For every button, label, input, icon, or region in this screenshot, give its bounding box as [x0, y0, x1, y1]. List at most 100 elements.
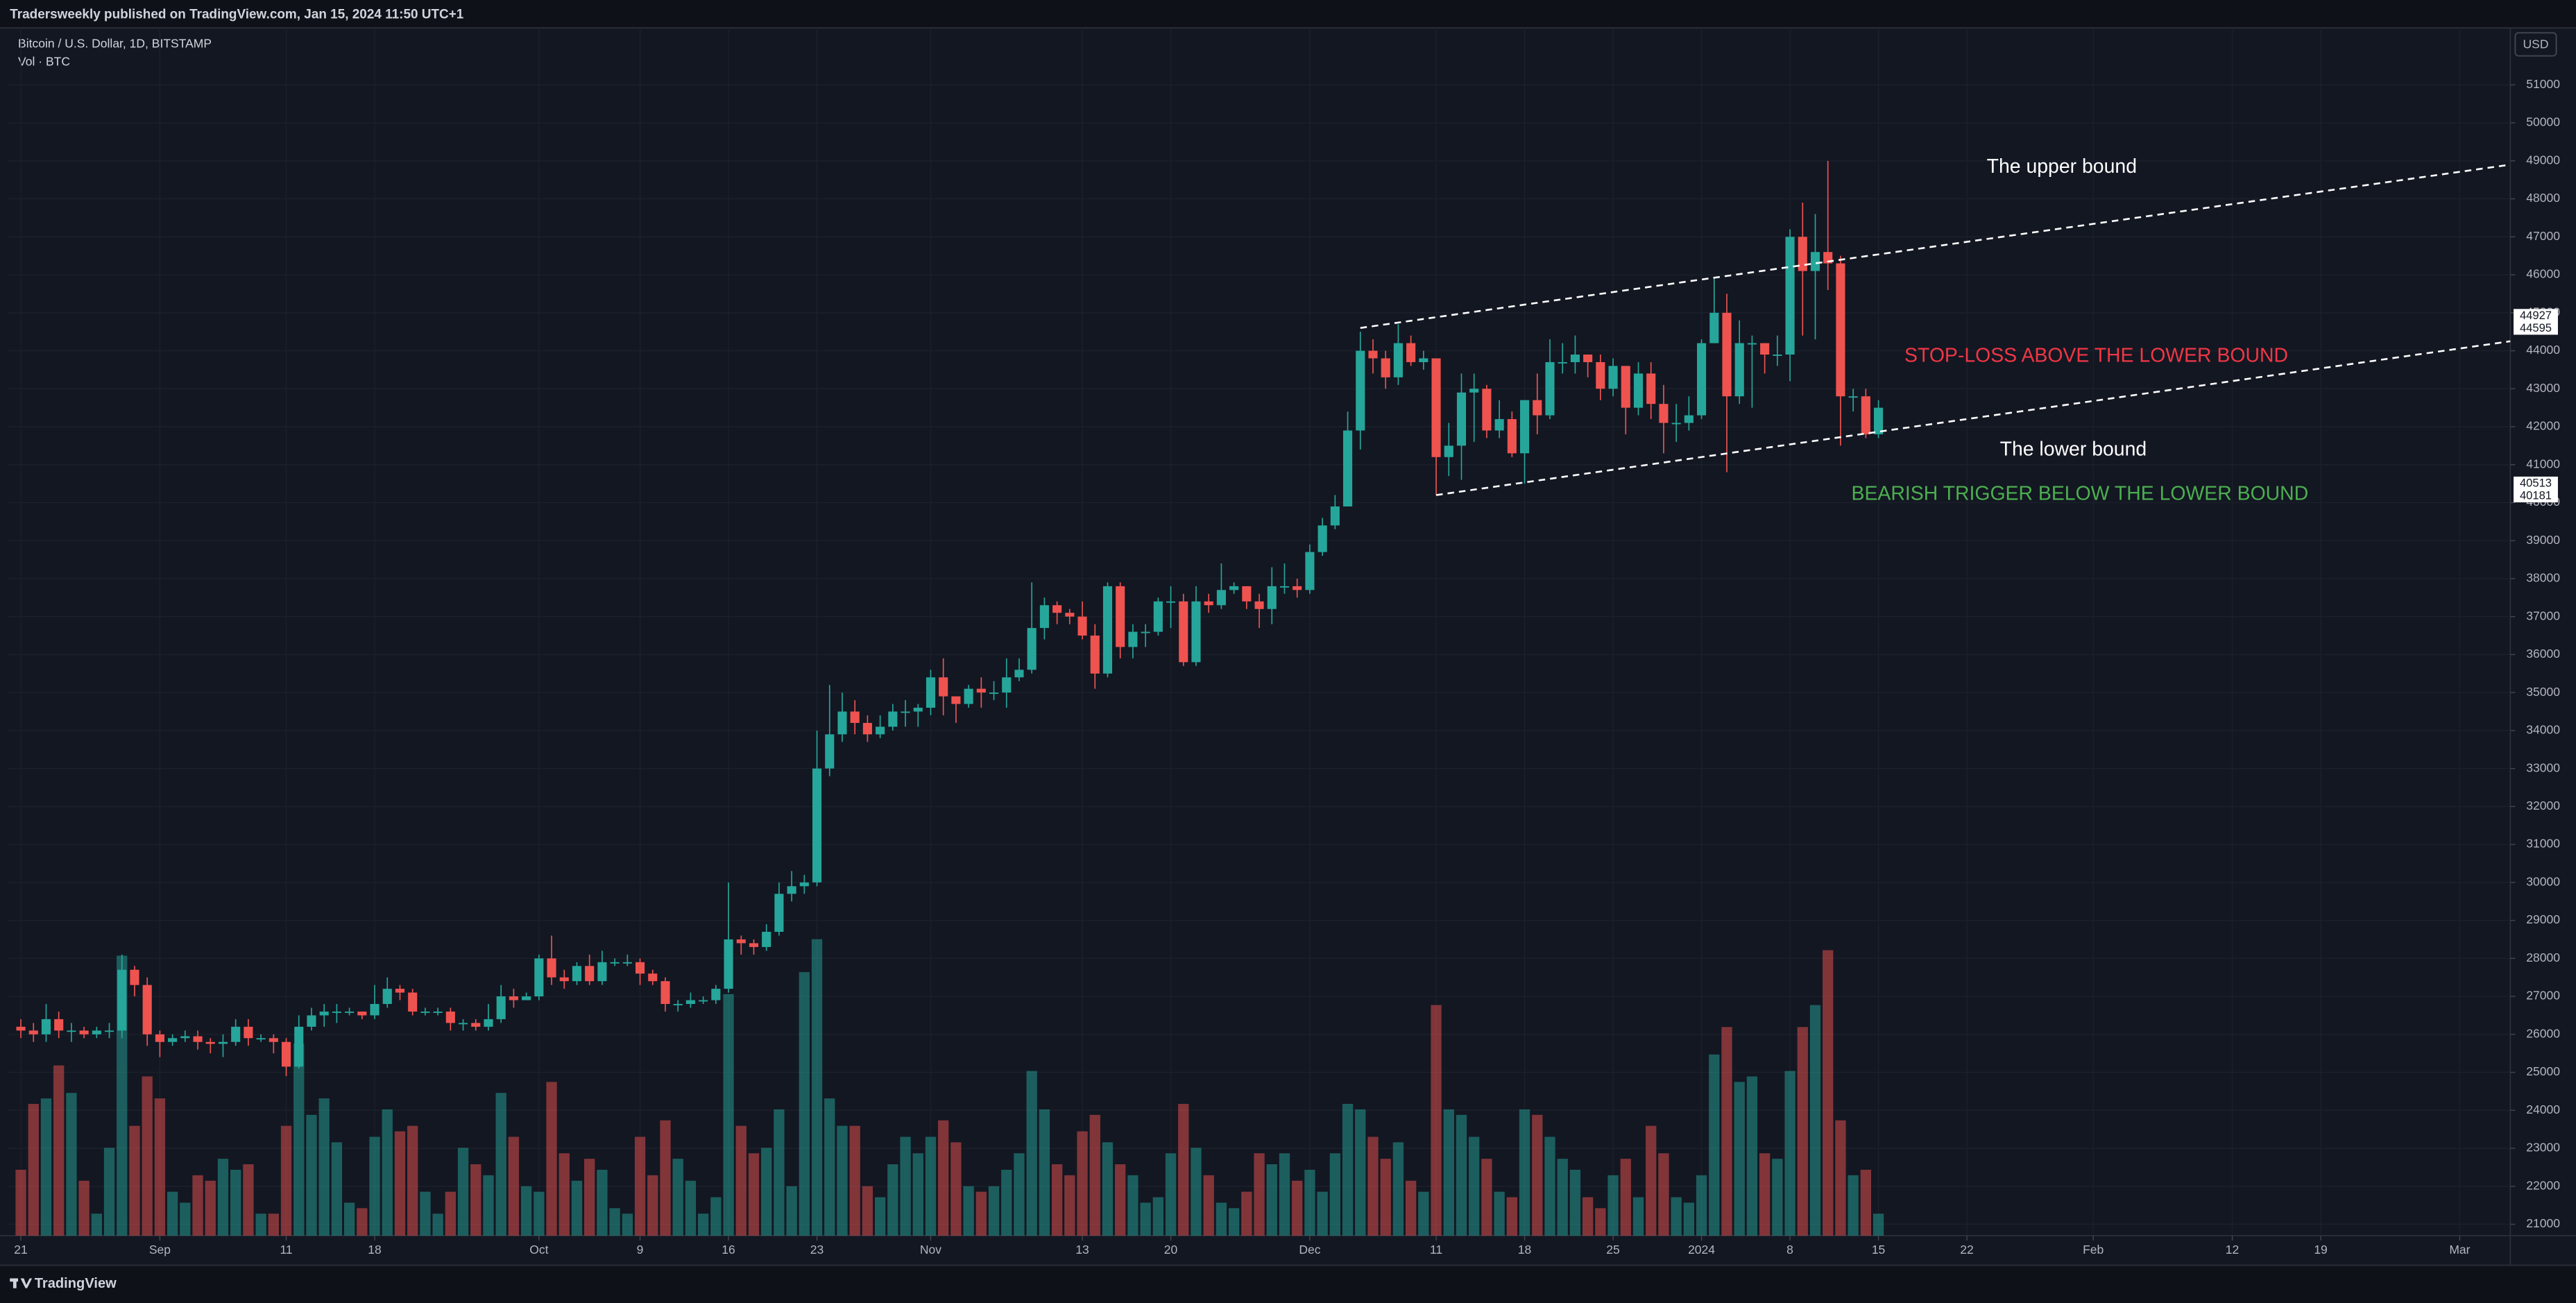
volume-bar — [811, 939, 823, 1236]
volume-bar — [103, 1148, 115, 1236]
x-tick-label: 21 — [14, 1243, 27, 1257]
volume-bar — [1039, 1109, 1050, 1236]
y-tick-label: 51000 — [2526, 77, 2560, 91]
candle-body — [1570, 354, 1580, 362]
candle-body — [193, 1036, 203, 1042]
candle-body — [648, 973, 658, 982]
volume-bar — [40, 1098, 52, 1236]
candle-body — [1697, 343, 1707, 416]
y-tick-label: 38000 — [2526, 571, 2560, 585]
volume-bar — [1809, 1005, 1821, 1236]
candle-body — [1179, 601, 1188, 663]
annotation: STOP-LOSS ABOVE THE LOWER BOUND — [1904, 344, 2288, 366]
volume-bar — [1140, 1202, 1151, 1236]
candle-body — [1128, 631, 1138, 647]
y-tick-label: 43000 — [2526, 381, 2560, 395]
y-tick-label: 47000 — [2526, 229, 2560, 243]
candle-body — [231, 1026, 241, 1042]
volume-bar — [1646, 1125, 1657, 1236]
volume-bar — [1304, 1169, 1315, 1236]
candle-body — [92, 1030, 101, 1034]
volume-bar — [1835, 1120, 1846, 1236]
volume-bar — [1671, 1197, 1682, 1236]
candle-body — [825, 734, 835, 769]
candle-body — [1861, 396, 1870, 434]
candle-body — [1773, 354, 1782, 356]
volume-bar — [1456, 1114, 1467, 1236]
candle-body — [699, 1000, 708, 1002]
candle-body — [168, 1038, 178, 1042]
x-tick-label: 13 — [1075, 1243, 1089, 1257]
x-tick-label: Feb — [2083, 1243, 2104, 1257]
volume-bar — [584, 1159, 595, 1236]
y-tick-label: 28000 — [2526, 951, 2560, 964]
annotation: BEARISH TRIGGER BELOW THE LOWER BOUND — [1852, 482, 2309, 504]
volume-bar — [824, 1098, 835, 1236]
volume-bar — [900, 1136, 911, 1236]
volume-bar — [1102, 1142, 1114, 1236]
volume-bar — [1317, 1191, 1328, 1236]
volume-bar — [786, 1186, 797, 1236]
candle-body — [433, 1011, 443, 1013]
candle-body — [1747, 343, 1757, 345]
candle-body — [888, 711, 898, 727]
currency[interactable]: USD — [2523, 37, 2548, 51]
candle-body — [862, 722, 872, 735]
volume-bar — [748, 1153, 760, 1236]
y-tick-label: 32000 — [2526, 799, 2560, 812]
y-tick-label: 46000 — [2526, 267, 2560, 281]
candle-body — [1254, 601, 1264, 609]
volume-bar — [1683, 1202, 1694, 1236]
volume-bar — [1418, 1191, 1429, 1236]
price-mark-label: 40513 — [2520, 476, 2552, 489]
volume-bar — [66, 1093, 77, 1236]
volume-bar — [1329, 1153, 1340, 1236]
volume-bar — [975, 1191, 987, 1236]
candle-body — [1166, 601, 1176, 603]
volume-bar — [1494, 1191, 1505, 1236]
candle-body — [1090, 636, 1100, 674]
volume-bar — [1569, 1169, 1581, 1236]
candle-body — [1293, 586, 1302, 590]
y-tick-label: 31000 — [2526, 837, 2560, 851]
volume-bar — [154, 1098, 166, 1236]
volume-bar — [15, 1169, 26, 1236]
candle-body — [1216, 590, 1226, 606]
x-tick-label: 12 — [2226, 1243, 2239, 1257]
candle-body — [1608, 366, 1618, 389]
volume-bar — [318, 1098, 330, 1236]
currency-box[interactable] — [2514, 32, 2557, 57]
candle-body — [685, 1000, 695, 1005]
volume-bar — [660, 1120, 671, 1236]
x-tick-label: Mar — [2449, 1243, 2470, 1257]
candle-body — [850, 711, 860, 723]
candle-body — [1469, 389, 1479, 393]
volume-bar — [874, 1197, 886, 1236]
volume-bar — [1506, 1197, 1517, 1236]
price-mark-label: 44927 — [2520, 309, 2552, 322]
price-mark-label: 44595 — [2520, 321, 2552, 334]
candle-body — [509, 996, 518, 1000]
candle-body — [1153, 601, 1163, 632]
y-tick-label: 41000 — [2526, 457, 2560, 470]
candle-body — [1671, 423, 1681, 425]
volume-bar — [622, 1213, 633, 1236]
volume-bar — [1544, 1136, 1555, 1236]
y-tick-label: 27000 — [2526, 989, 2560, 1003]
candle-body — [534, 958, 544, 997]
x-tick-label: 18 — [1518, 1243, 1531, 1257]
volume-bar — [1254, 1153, 1265, 1236]
volume-bar — [1469, 1136, 1480, 1236]
candle-body — [130, 969, 139, 985]
publisher: Tradersweekly published on TradingView.c… — [10, 7, 463, 22]
y-tick-label: 22000 — [2526, 1178, 2560, 1192]
volume-bar — [167, 1191, 178, 1236]
volume-bar — [1051, 1164, 1063, 1236]
x-tick-label: 18 — [368, 1243, 381, 1257]
volume-bar — [1734, 1082, 1745, 1236]
candle-body — [1734, 343, 1744, 397]
candle-body — [28, 1030, 38, 1034]
candle-body — [256, 1038, 266, 1040]
x-tick-label: Nov — [920, 1243, 941, 1257]
